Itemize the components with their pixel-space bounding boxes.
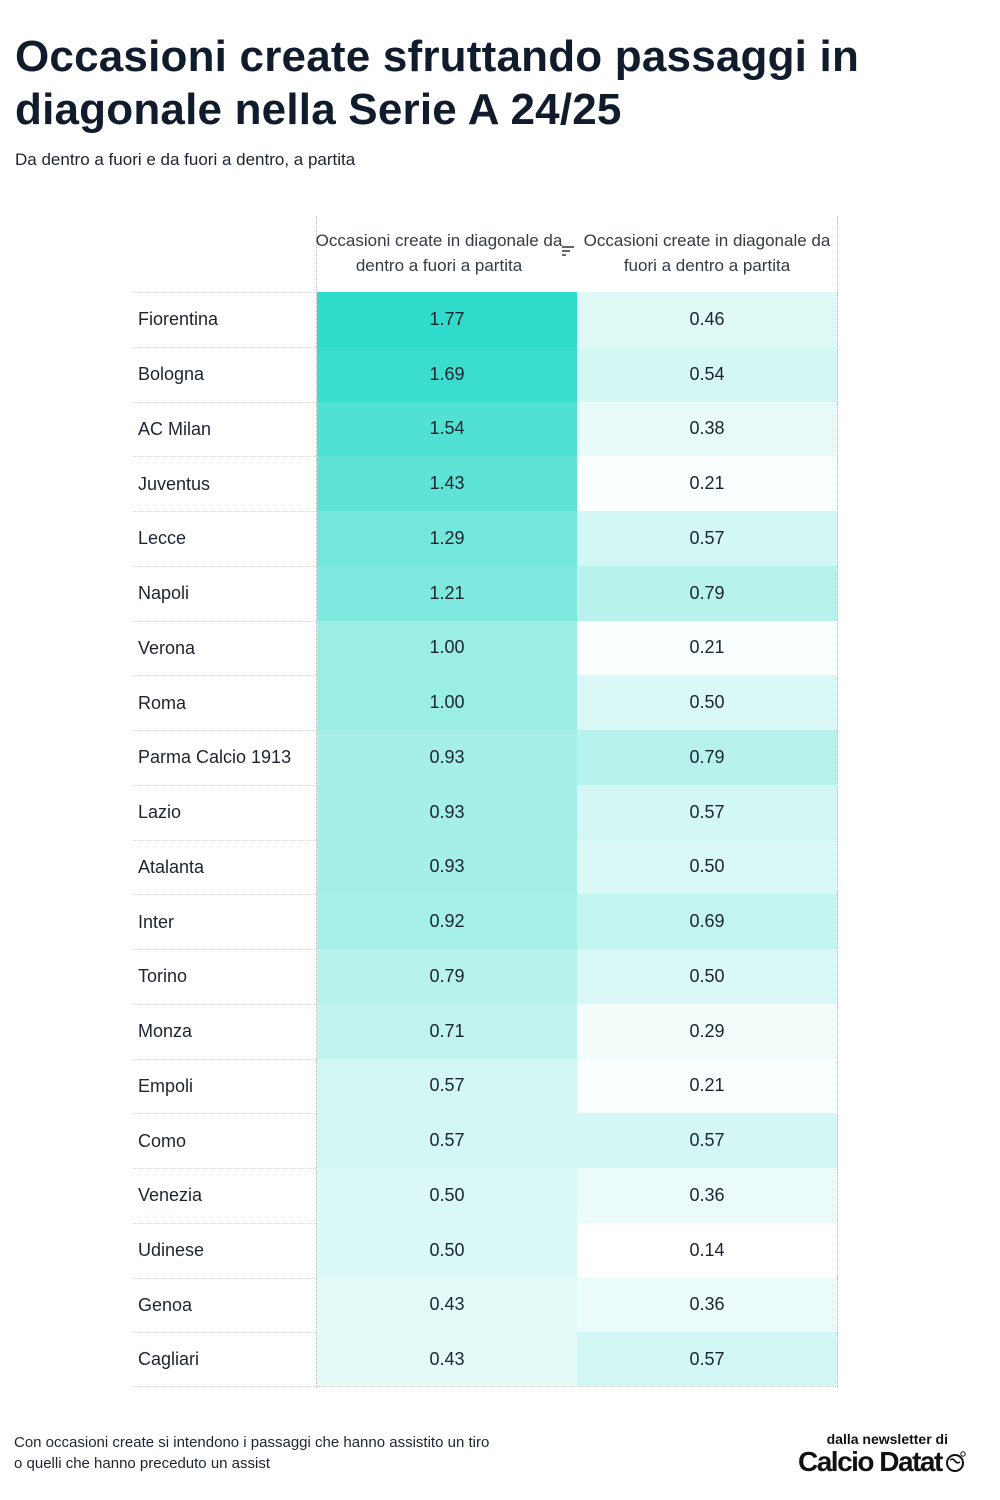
- team-name: Monza: [138, 1021, 193, 1042]
- brand-logo: dalla newsletter di Calcio Datat: [798, 1431, 988, 1477]
- value-cell-inside-out: 1.43: [317, 456, 577, 511]
- value-cell-outside-in: 0.36: [577, 1168, 837, 1223]
- team-name: Venezia: [138, 1185, 203, 1206]
- value-cell-inside-out: 0.71: [317, 1003, 577, 1059]
- value-cell-inside-out: 0.57: [317, 1058, 577, 1114]
- value-cell-outside-in: 0.38: [577, 401, 837, 457]
- column-header-inside-out[interactable]: Occasioni create in diagonale da dentro …: [315, 231, 563, 275]
- table-row: Parma Calcio 1913 0.93 0.79: [133, 730, 838, 785]
- value-cell-outside-in: 0.69: [577, 894, 837, 949]
- table-row: Udinese 0.50 0.14: [133, 1222, 838, 1278]
- value-cell-outside-in: 0.50: [577, 675, 837, 730]
- value-cell-outside-in: 0.21: [577, 1058, 837, 1114]
- table-body: Fiorentina 1.77 0.46 Bologna 1.69 0.54 AC Mila…: [133, 292, 838, 1387]
- table-row: Juventus 1.43 0.21: [133, 456, 838, 511]
- value-cell-outside-in: 0.57: [577, 1113, 837, 1168]
- brand-tagline: dalla newsletter di: [826, 1431, 948, 1447]
- column-divider: [316, 216, 317, 1388]
- value-cell-outside-in: 0.79: [577, 730, 837, 785]
- team-name: Lazio: [138, 802, 182, 823]
- team-name: Genoa: [138, 1294, 193, 1315]
- team-name: Inter: [138, 911, 175, 932]
- value-cell-inside-out: 1.00: [317, 675, 577, 730]
- value-cell-outside-in: 0.57: [577, 784, 837, 840]
- team-name: Torino: [138, 966, 188, 987]
- table-row: Atalanta 0.93 0.50: [133, 839, 838, 895]
- footnote: Con occasioni create si intendono i pass…: [14, 1434, 490, 1472]
- value-cell-outside-in: 0.57: [577, 1332, 837, 1386]
- value-cell-inside-out: 0.93: [317, 784, 577, 840]
- table-row: Venezia 0.50 0.36: [133, 1168, 838, 1223]
- value-cell-inside-out: 0.93: [317, 730, 577, 785]
- value-cell-inside-out: 1.69: [317, 346, 577, 402]
- value-cell-inside-out: 1.00: [317, 620, 577, 676]
- table-row: Monza 0.71 0.29: [133, 1003, 838, 1059]
- team-name: Lecce: [138, 528, 187, 549]
- value-cell-outside-in: 0.21: [577, 456, 837, 511]
- value-cell-inside-out: 1.21: [317, 565, 577, 621]
- table-row: Genoa 0.43 0.36: [133, 1277, 838, 1333]
- team-name: Atalanta: [138, 856, 205, 877]
- table-row: Torino 0.79 0.50: [133, 949, 838, 1004]
- table-row: Bologna 1.69 0.54: [133, 346, 838, 402]
- team-name: Fiorentina: [138, 309, 219, 330]
- team-name: Roma: [138, 692, 187, 713]
- data-table: Occasioni create in diagonale da dentro …: [133, 216, 838, 1388]
- column-header-outside-in[interactable]: Occasioni create in diagonale da fuori a…: [583, 231, 831, 275]
- team-name: Como: [138, 1130, 187, 1151]
- value-cell-outside-in: 0.50: [577, 839, 837, 895]
- table-row: Lazio 0.93 0.57: [133, 784, 838, 840]
- table-row: Empoli 0.57 0.21: [133, 1058, 838, 1114]
- team-name: Bologna: [138, 364, 205, 385]
- value-cell-outside-in: 0.36: [577, 1277, 837, 1333]
- value-cell-inside-out: 0.93: [317, 839, 577, 895]
- value-cell-inside-out: 1.29: [317, 511, 577, 566]
- table-row: Napoli 1.21 0.79: [133, 565, 838, 621]
- value-cell-inside-out: 0.92: [317, 894, 577, 949]
- team-name: Parma Calcio 1913: [138, 747, 292, 768]
- value-cell-outside-in: 0.57: [577, 511, 837, 566]
- value-cell-inside-out: 0.79: [317, 949, 577, 1004]
- team-name: Udinese: [138, 1240, 205, 1261]
- value-cell-outside-in: 0.29: [577, 1003, 837, 1059]
- value-cell-outside-in: 0.54: [577, 346, 837, 402]
- table-row: Inter 0.92 0.69: [133, 894, 838, 949]
- value-cell-inside-out: 0.43: [317, 1277, 577, 1333]
- table-row: Cagliari 0.43 0.57: [133, 1332, 838, 1387]
- value-cell-inside-out: 0.50: [317, 1222, 577, 1278]
- team-name: Verona: [138, 637, 196, 658]
- table-row: AC Milan 1.54 0.38: [133, 401, 838, 457]
- value-cell-outside-in: 0.46: [577, 292, 837, 347]
- team-name: Empoli: [138, 1075, 194, 1096]
- value-cell-inside-out: 1.77: [317, 292, 577, 347]
- value-cell-inside-out: 0.57: [317, 1113, 577, 1168]
- table-row: Roma 1.00 0.50: [133, 675, 838, 730]
- team-name: AC Milan: [138, 418, 212, 439]
- chart-subtitle: Da dentro a fuori e da fuori a dentro, a…: [15, 150, 356, 169]
- brand-wordmark: Calcio Datat: [798, 1447, 988, 1477]
- sort-descending-icon[interactable]: [562, 246, 574, 258]
- table-row: Como 0.57 0.57: [133, 1113, 838, 1168]
- team-name: Juventus: [138, 473, 211, 494]
- team-name: Cagliari: [138, 1349, 200, 1370]
- value-cell-outside-in: 0.21: [577, 620, 837, 676]
- table-row: Fiorentina 1.77 0.46: [133, 292, 838, 347]
- globe-icon: [945, 1451, 966, 1472]
- chart-title: Occasioni create sfruttando passaggi in …: [15, 32, 860, 134]
- value-cell-inside-out: 0.43: [317, 1332, 577, 1386]
- column-divider: [837, 216, 838, 1388]
- brand-name: Calcio Datat: [798, 1446, 943, 1477]
- team-name: Napoli: [138, 583, 190, 604]
- table-row: Lecce 1.29 0.57: [133, 511, 838, 566]
- value-cell-inside-out: 0.50: [317, 1168, 577, 1223]
- value-cell-outside-in: 0.14: [577, 1222, 837, 1278]
- value-cell-outside-in: 0.50: [577, 949, 837, 1004]
- value-cell-outside-in: 0.79: [577, 565, 837, 621]
- table-row: Verona 1.00 0.21: [133, 620, 838, 676]
- value-cell-inside-out: 1.54: [317, 401, 577, 457]
